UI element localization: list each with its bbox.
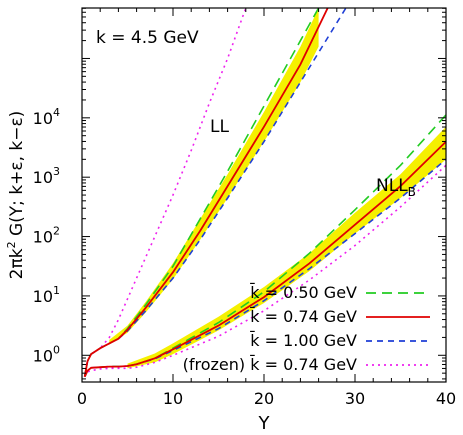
- x-axis-label: Y: [258, 413, 271, 434]
- series-line-magenta-ll: [83, 8, 247, 377]
- x-tick-label: 10: [163, 389, 183, 408]
- annotation-nll-main: NLL: [376, 176, 408, 196]
- y-axis-label-sup: 2: [5, 241, 18, 248]
- x-tick-label: 0: [77, 389, 87, 408]
- legend-label: k̄ = 1.00 GeV: [249, 331, 357, 350]
- series-line-red-ll: [83, 8, 329, 377]
- y-tick-label: 103: [33, 165, 60, 187]
- legend: k̄ = 0.50 GeV k̄ = 0.74 GeV k̄ = 1.00 GeV (…: [183, 283, 430, 374]
- annotation-k: k = 4.5 GeV: [96, 28, 199, 48]
- legend-label: k̄ = 0.50 GeV: [249, 283, 357, 302]
- legend-frozen-prefix: (frozen): [183, 355, 251, 374]
- series-line-magenta-nll: [84, 164, 446, 378]
- y-axis-label: 2πk2 G(Y; k+ε, k−ε): [5, 111, 27, 280]
- y-tick-label: 101: [33, 284, 60, 306]
- y-tick-label: 104: [33, 106, 60, 128]
- annotation-ll: LL: [210, 117, 229, 137]
- x-tick-label: 20: [254, 389, 274, 408]
- legend-label: k̄ = 0.74 GeV: [249, 307, 357, 326]
- annotation-nll-sub: B: [408, 185, 416, 199]
- y-axis-label-main: 2πk: [7, 248, 27, 279]
- x-tick-label: 40: [436, 389, 456, 408]
- y-axis-label-rest: G(Y; k+ε, k−ε): [7, 111, 27, 242]
- y-tick-label: 102: [33, 225, 60, 247]
- y-tick-label: 100: [33, 343, 60, 365]
- series-line-red-nll: [83, 140, 446, 378]
- legend-label: (frozen) k̄ = 0.74 GeV: [183, 355, 357, 374]
- annotation-nll: NLLB: [376, 176, 416, 199]
- x-tick-label: 30: [345, 389, 365, 408]
